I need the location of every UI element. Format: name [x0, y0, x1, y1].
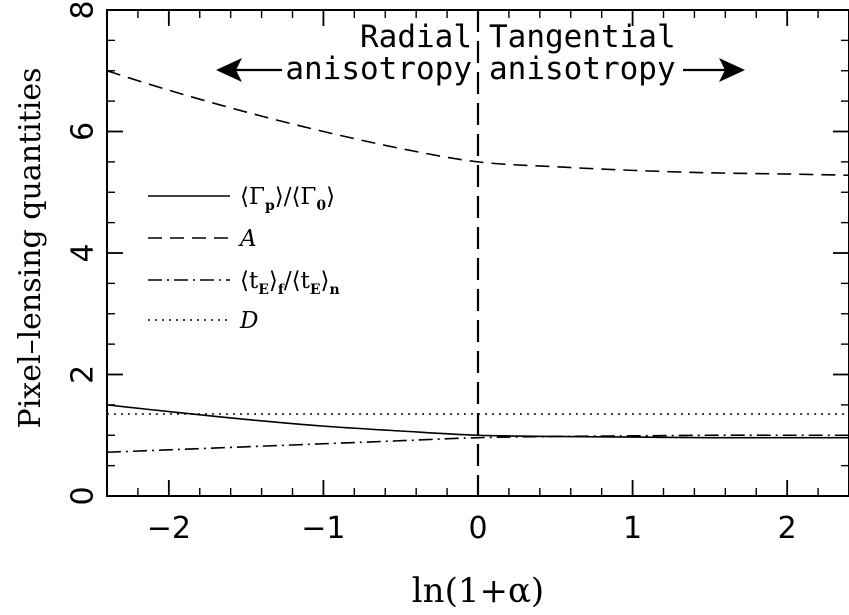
- legend-label-A: A: [238, 226, 257, 252]
- y-tick-label: 8: [66, 0, 101, 19]
- legend: ⟨Γp⟩/⟨Γ0⟩ A ⟨tE⟩f/⟨tE⟩n D: [148, 184, 340, 334]
- annotation-radial-line1: Radial: [360, 19, 472, 55]
- y-tick-label: 0: [66, 486, 101, 505]
- annotation-tangential: Tangential anisotropy: [489, 19, 745, 87]
- annotation-radial-line2: anisotropy: [285, 51, 472, 87]
- annotation-tangential-line2: anisotropy: [489, 51, 676, 87]
- x-tick-label: 1: [623, 511, 642, 546]
- series-line-tE: [106, 434, 849, 454]
- x-tick-label: −2: [147, 511, 191, 546]
- annotation-tangential-line1: Tangential: [489, 19, 676, 55]
- y-tick-label: 2: [66, 365, 101, 384]
- legend-label-tE: ⟨tE⟩f/⟨tE⟩n: [240, 268, 340, 298]
- series-line-gamma: [106, 404, 849, 439]
- legend-label-D: D: [239, 308, 258, 334]
- x-tick-label: 0: [468, 511, 487, 546]
- y-tick-label: 6: [66, 122, 101, 141]
- y-axis-title: Pixel–lensing quantities: [13, 68, 48, 429]
- x-tick-label: 2: [778, 511, 797, 546]
- x-axis-title: ln(1+α): [412, 571, 544, 611]
- y-tick-label: 4: [66, 243, 101, 262]
- series-line-A: [106, 69, 849, 177]
- annotation-radial: Radial anisotropy: [216, 19, 472, 87]
- x-tick-label: −1: [301, 511, 345, 546]
- right-arrow-icon: [683, 58, 745, 82]
- axis-tick-labels: −2 −1 0 1 2 0 2 4 6 8: [66, 0, 797, 546]
- legend-label-gamma: ⟨Γp⟩/⟨Γ0⟩: [240, 184, 335, 214]
- left-arrow-icon: [216, 58, 282, 82]
